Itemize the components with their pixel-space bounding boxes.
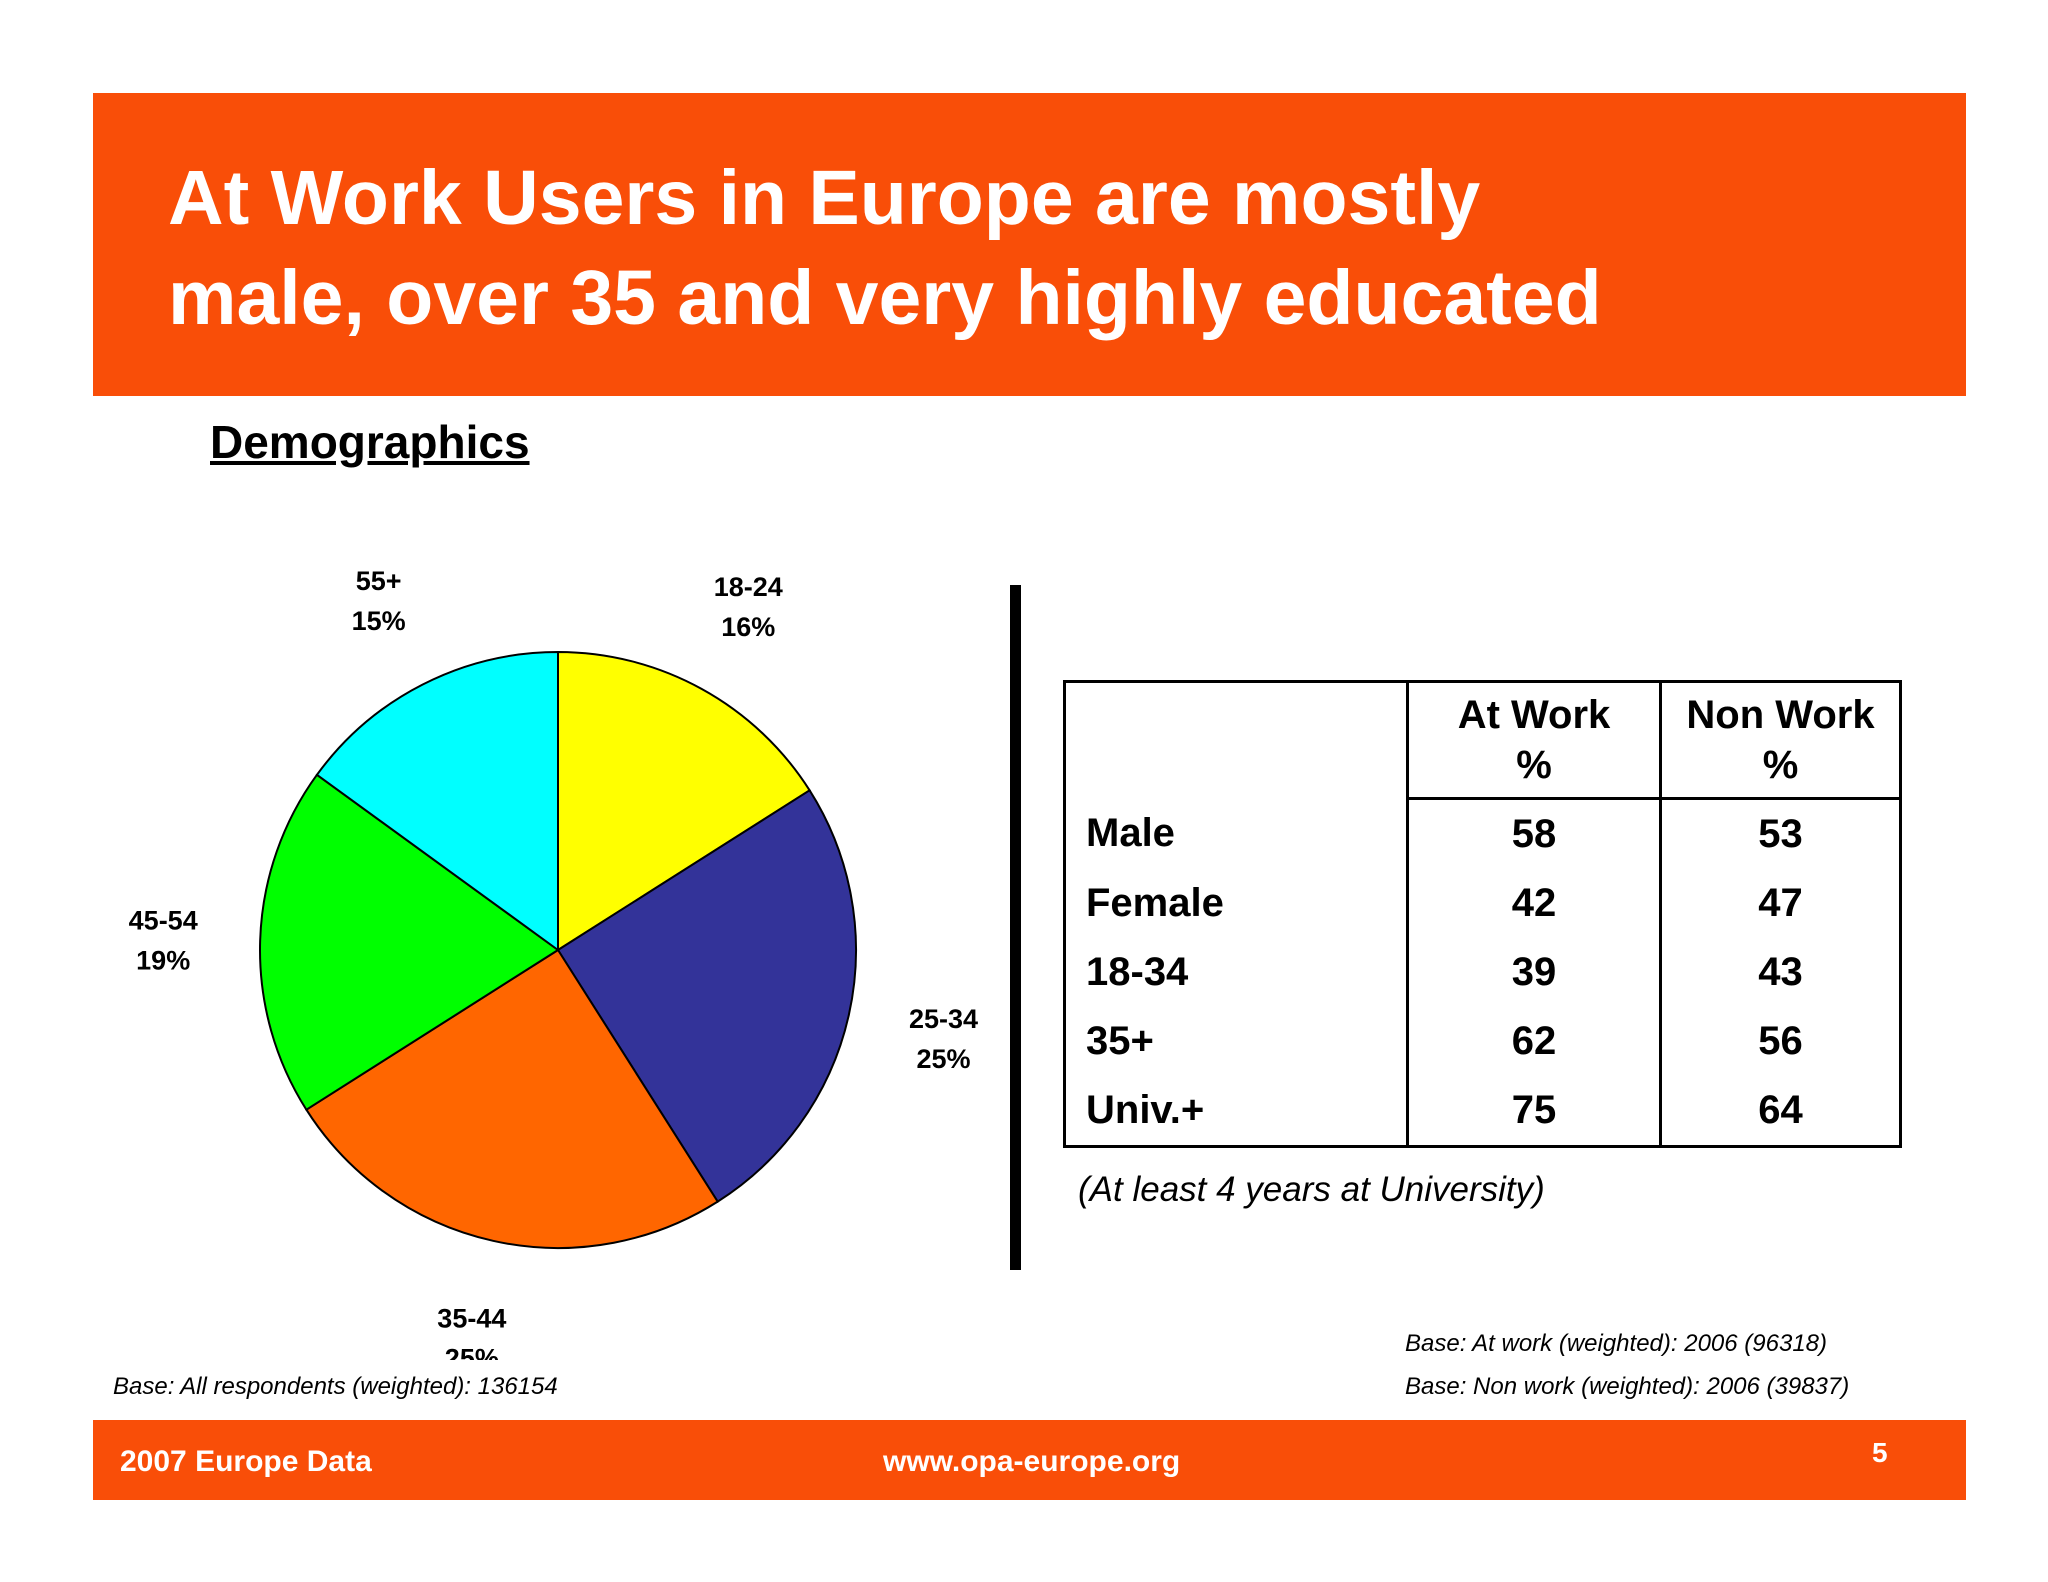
table-header-row: At Work % Non Work % xyxy=(1065,681,1901,800)
pie-label-category: 45-54 xyxy=(129,906,198,936)
pie-label-percent: 25% xyxy=(916,1044,970,1074)
row-label: 35+ xyxy=(1086,1019,1154,1063)
pie-slice-35-44 xyxy=(305,948,720,1249)
at-work-value: 39 xyxy=(1406,938,1661,1007)
table-row: Univ.+ 75 64 xyxy=(1065,1076,1901,1147)
row-label: Female xyxy=(1086,881,1224,925)
table-row: Male 58 53 xyxy=(1065,798,1901,869)
university-note: (At least 4 years at University) xyxy=(1078,1170,1545,1209)
row-label: Male xyxy=(1086,811,1175,856)
non-work-value: 43 xyxy=(1659,938,1901,1007)
at-work-value: 58 xyxy=(1406,798,1661,869)
table-header-blank xyxy=(1065,682,1408,799)
pie-label-percent: 16% xyxy=(721,612,775,642)
demographics-table: At Work % Non Work % Male 58 53 Female 4… xyxy=(1063,680,1902,1148)
pie-label-percent: 19% xyxy=(136,946,190,976)
base-at-work: Base: At work (weighted): 2006 (96318) xyxy=(1405,1330,1828,1357)
footer-bar xyxy=(93,1420,1966,1500)
row-label: Univ.+ xyxy=(1086,1088,1205,1132)
title-line-1: At Work Users in Europe are mostly xyxy=(168,155,1481,241)
pie-slice-25-34 xyxy=(556,788,857,1203)
age-pie-chart: 18-24 16% 25-34 25% 35-44 25% 45-54 19% 55+ 15% xyxy=(129,566,978,1360)
table-row: 35+ 62 56 xyxy=(1065,1007,1901,1076)
column-header-non-work: Non Work % xyxy=(1659,681,1901,800)
page-number: 5 xyxy=(1872,1437,1888,1468)
vertical-divider xyxy=(1010,585,1021,1270)
pie-slice-55+ xyxy=(315,650,559,952)
at-work-value: 42 xyxy=(1406,869,1661,938)
base-all-respondents: Base: All respondents (weighted): 136154 xyxy=(113,1373,558,1400)
pie-slice-45-54 xyxy=(259,773,560,1112)
at-work-value: 75 xyxy=(1406,1076,1661,1147)
table-row: 18-34 39 43 xyxy=(1065,938,1901,1007)
non-work-value: 47 xyxy=(1659,869,1901,938)
column-header-label: At Work xyxy=(1457,693,1611,737)
table-row: Female 42 47 xyxy=(1065,869,1901,938)
row-label: 18-34 xyxy=(1086,950,1189,994)
column-header-unit: % xyxy=(1762,743,1799,787)
at-work-value: 62 xyxy=(1406,1007,1661,1076)
footer-url[interactable]: www.opa-europe.org xyxy=(883,1445,1181,1478)
column-header-at-work: At Work % xyxy=(1406,681,1661,800)
title-line-2: male, over 35 and very highly educated xyxy=(168,255,1602,341)
pie-label-category: 25-34 xyxy=(909,1004,978,1034)
non-work-value: 56 xyxy=(1659,1007,1901,1076)
pie-label-percent: 15% xyxy=(352,606,406,636)
footer-source: 2007 Europe Data xyxy=(120,1445,372,1478)
pie-label-percent: 25% xyxy=(445,1343,499,1360)
column-header-unit: % xyxy=(1516,743,1552,787)
title-banner xyxy=(93,93,1966,396)
non-work-value: 64 xyxy=(1659,1076,1901,1147)
base-non-work: Base: Non work (weighted): 2006 (39837) xyxy=(1405,1373,1850,1400)
section-heading: Demographics xyxy=(210,416,530,468)
pie-slice-18-24 xyxy=(557,650,811,952)
column-header-label: Non Work xyxy=(1686,693,1875,737)
page-title: At Work Users in Europe are mostly male,… xyxy=(168,148,1948,348)
non-work-value: 53 xyxy=(1659,798,1901,869)
pie-label-category: 35-44 xyxy=(437,1303,506,1333)
pie-label-category: 55+ xyxy=(356,566,402,596)
pie-label-category: 18-24 xyxy=(714,572,783,602)
